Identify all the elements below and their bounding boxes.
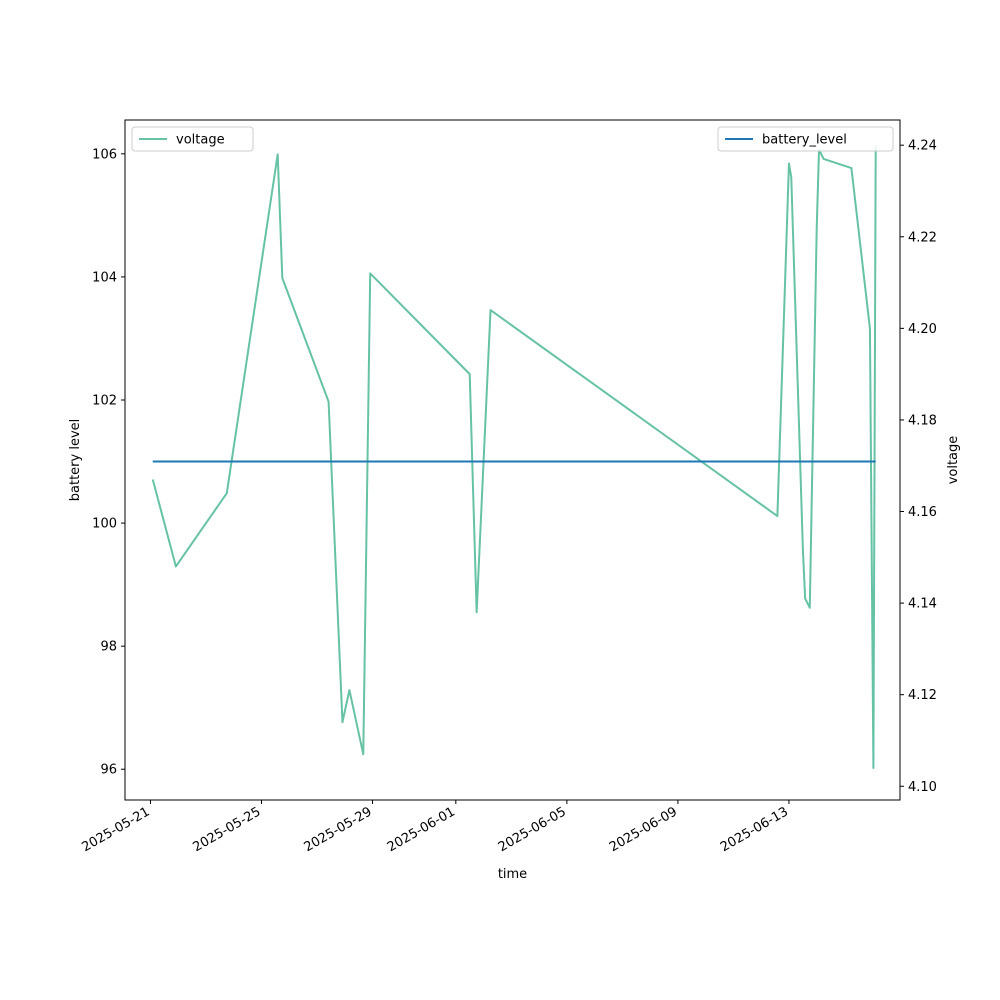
y-left-tick-label: 104 — [92, 270, 117, 285]
legend-box — [717, 126, 894, 152]
legend-battery_level: battery_level — [717, 126, 894, 152]
y-right-tick-label: 4.18 — [908, 413, 937, 428]
legend-voltage: voltage — [131, 126, 254, 152]
y-right-tick-label: 4.16 — [908, 505, 937, 520]
y-left-tick-label: 96 — [100, 763, 117, 778]
x-tick-label: 2025-06-09 — [607, 804, 680, 855]
axes: 2025-05-21 2025-05-25 2025-05-29 2025-06-01… — [68, 119, 961, 882]
y-right-tick-label: 4.24 — [908, 139, 937, 154]
y-left-tick-label: 98 — [100, 640, 117, 655]
y-left-tick-label: 106 — [92, 147, 117, 162]
legends: battery_level voltage — [131, 126, 894, 152]
y-right-tick-label: 4.14 — [908, 597, 937, 612]
x-tick-label: 2025-06-05 — [496, 804, 569, 855]
y-left-tick-label: 102 — [92, 394, 117, 409]
y-right-tick-label: 4.22 — [908, 230, 937, 245]
x-tick-label: 2025-06-13 — [718, 804, 791, 855]
y-right-tick-label: 4.12 — [908, 688, 937, 703]
x-tick-label: 2025-06-01 — [385, 804, 458, 855]
y-left-tick-label: 100 — [92, 517, 117, 532]
x-tick-label: 2025-05-29 — [302, 804, 375, 855]
legend-label: battery_level — [762, 133, 847, 148]
legend-box — [131, 126, 254, 152]
plot-area — [151, 145, 877, 769]
y-left-axis-label: battery level — [68, 419, 83, 502]
y-right-tick-label: 4.10 — [908, 780, 937, 795]
x-axis-label: time — [498, 867, 527, 882]
series-line-voltage — [151, 145, 877, 769]
x-tick-label: 2025-05-21 — [80, 804, 153, 855]
x-tick-label: 2025-05-25 — [191, 804, 264, 855]
legend-label: voltage — [176, 133, 225, 148]
y-right-axis-label: voltage — [946, 436, 961, 485]
y-right-tick-label: 4.20 — [908, 322, 937, 337]
plot-frame — [124, 119, 901, 801]
